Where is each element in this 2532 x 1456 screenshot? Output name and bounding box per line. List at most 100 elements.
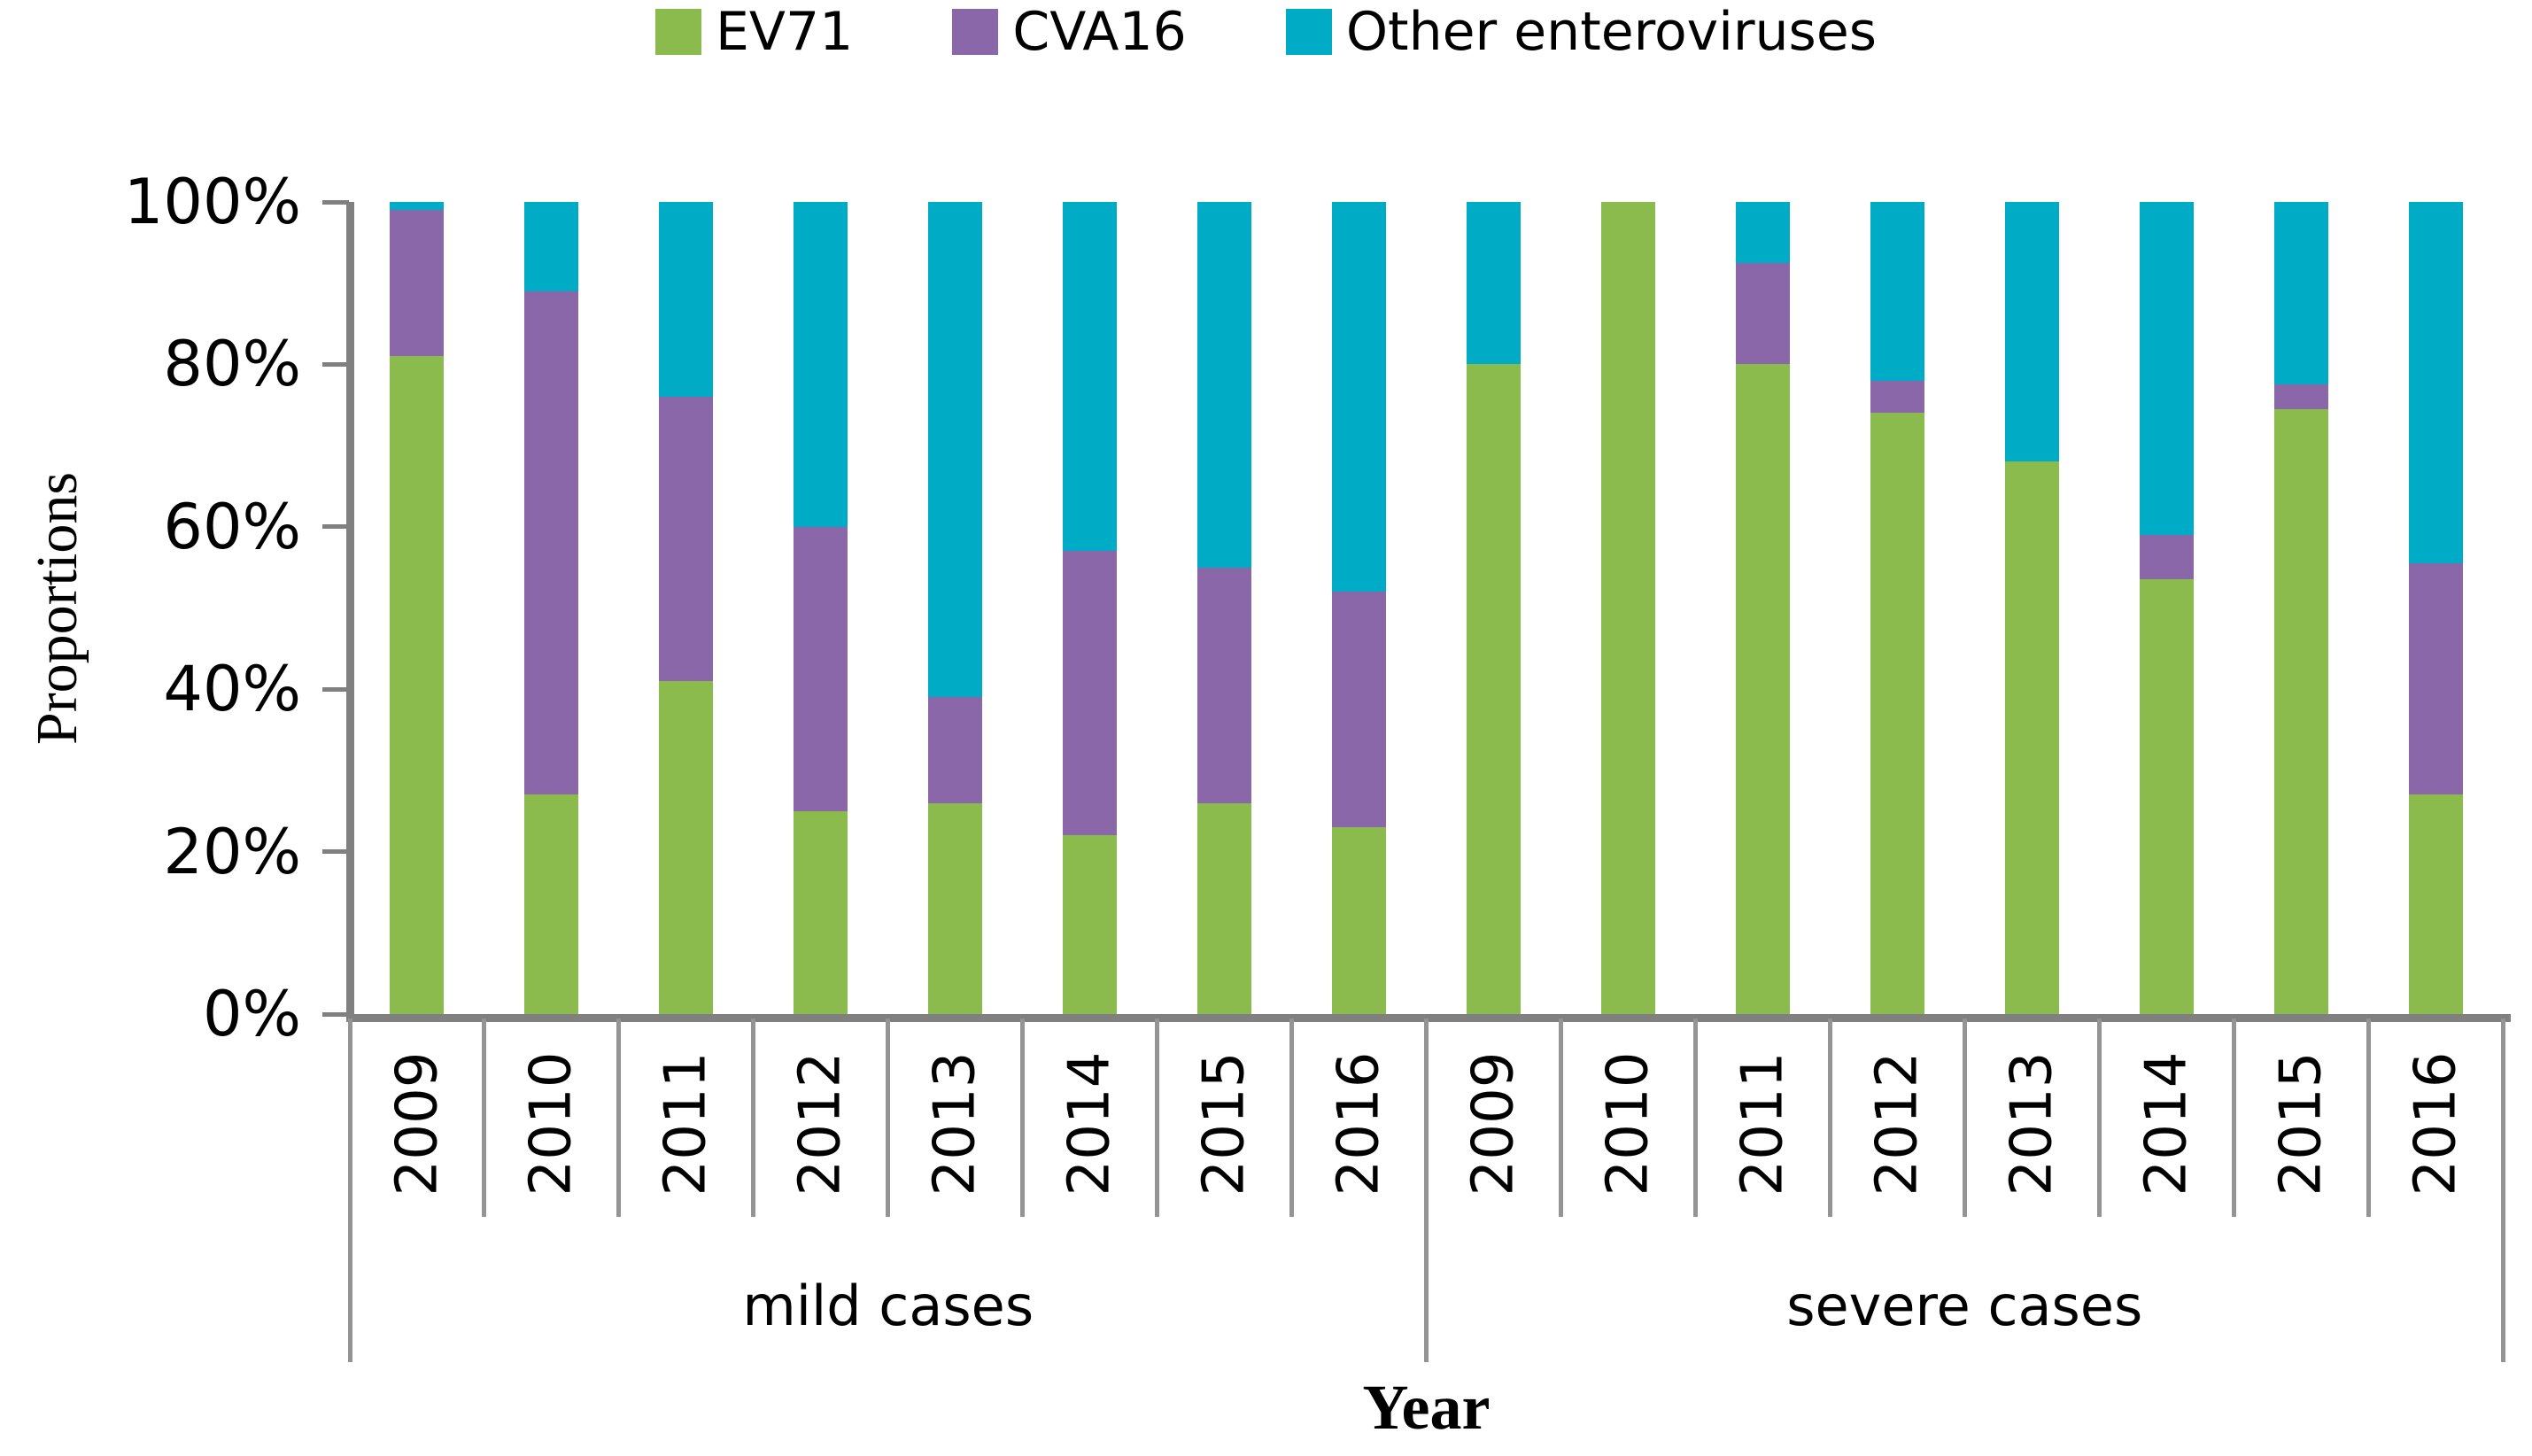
x-tick-label-text: 2015 [2268,1051,2335,1197]
bar-segment-mild-2015-cva16 [1197,567,1252,803]
legend-label: CVA16 [1012,1,1187,63]
bar-segment-severe-2016-ev71 [2408,794,2463,1014]
bar-segment-severe-2013-other-enteroviruses [2004,202,2059,462]
year-separator-line [886,1018,891,1217]
bar-segment-severe-2011-other-enteroviruses [1735,202,1790,263]
bar-segment-severe-2009-ev71 [1466,364,1521,1014]
x-tick-label-text: 2015 [1191,1051,1258,1197]
x-tick-label-text: 2012 [787,1051,854,1197]
year-separator-line [1827,1018,1832,1217]
bar-segment-mild-2012-other-enteroviruses [794,202,848,527]
bar-segment-severe-2016-cva16 [2408,563,2463,795]
group-label-severe-cases: severe cases [1786,1274,2143,1338]
x-tick-label-text: 2016 [2403,1051,2469,1197]
bar-segment-mild-2011-other-enteroviruses [659,202,714,398]
bar-segment-severe-2014-ev71 [2139,579,2194,1014]
bar-segment-mild-2009-other-enteroviruses [390,202,445,211]
bar-segment-severe-2014-other-enteroviruses [2139,202,2194,535]
group-separator-line [2500,1018,2505,1362]
year-separator-line [1692,1018,1698,1217]
x-tick-label-text: 2014 [2133,1051,2200,1197]
bar-segment-severe-2011-ev71 [1735,364,1790,1014]
bar-segment-mild-2011-ev71 [659,681,714,1014]
year-separator-line [2366,1018,2371,1217]
bar-segment-mild-2013-cva16 [928,697,983,803]
bar-segment-severe-2011-cva16 [1735,262,1790,365]
year-separator-line [2231,1018,2236,1217]
legend-item-ev71: EV71 [655,5,853,58]
x-tick-label-text: 2010 [518,1051,585,1197]
bar-segment-severe-2009-other-enteroviruses [1466,202,1521,365]
bar-segment-severe-2012-ev71 [1870,413,1924,1014]
bar-segment-severe-2014-cva16 [2139,534,2194,580]
x-axis-title: Year [1362,1372,1491,1443]
year-separator-line [1962,1018,1967,1217]
group-separator-line [347,1018,352,1362]
chart-legend: EV71 CVA16 Other enteroviruses [0,5,2532,58]
bar-segment-mild-2014-cva16 [1063,551,1118,836]
y-tick-mark [322,361,349,367]
year-separator-line [1020,1018,1026,1217]
legend-item-other-enteroviruses: Other enteroviruses [1285,1,1877,63]
x-tick-label-text: 2010 [1595,1051,1661,1197]
bar-segment-mild-2010-ev71 [524,794,579,1014]
bar-segment-mild-2009-ev71 [390,356,445,1014]
legend-swatch-icon [952,9,999,55]
bar-segment-mild-2016-ev71 [1332,827,1387,1014]
bar-segment-mild-2014-ev71 [1063,835,1118,1014]
y-tick-label: 0% [202,978,301,1050]
bar-segment-severe-2012-cva16 [1870,380,1924,414]
bar-segment-severe-2015-cva16 [2273,384,2328,409]
x-tick-label-text: 2012 [1864,1051,1931,1197]
year-separator-line [1289,1018,1295,1217]
bar-segment-mild-2015-ev71 [1197,802,1252,1014]
year-separator-line [2096,1018,2102,1217]
bar-segment-severe-2010-ev71 [1600,202,1655,1014]
x-tick-label-text: 2014 [1057,1051,1123,1197]
bar-segment-mild-2012-ev71 [794,810,848,1014]
bar-segment-mild-2014-other-enteroviruses [1063,202,1118,552]
y-tick-label: 20% [163,815,301,888]
legend-swatch-icon [1285,9,1332,55]
y-tick-mark [322,1011,349,1017]
bar-segment-mild-2012-cva16 [794,526,848,811]
year-separator-line [482,1018,487,1217]
year-separator-line [616,1018,622,1217]
x-tick-label-text: 2013 [922,1051,988,1197]
bar-segment-severe-2015-other-enteroviruses [2273,202,2328,385]
x-tick-label-text: 2011 [653,1051,719,1197]
year-separator-line [751,1018,756,1217]
y-tick-label: 80% [163,328,301,401]
bar-segment-severe-2016-other-enteroviruses [2408,202,2463,564]
bar-segment-mild-2015-other-enteroviruses [1197,202,1252,568]
legend-label: EV71 [716,1,854,63]
legend-label: Other enteroviruses [1345,1,1877,63]
bar-segment-mild-2010-other-enteroviruses [524,202,579,291]
y-tick-mark [322,849,349,855]
x-tick-label-text: 2016 [1326,1051,1392,1197]
legend-item-cva16: CVA16 [952,5,1187,58]
y-tick-label: 60% [163,490,301,563]
bar-segment-mild-2016-cva16 [1332,592,1387,828]
bar-segment-mild-2011-cva16 [659,397,714,682]
bar-segment-severe-2015-ev71 [2273,408,2328,1014]
bar-segment-mild-2013-ev71 [928,802,983,1014]
y-tick-mark [322,686,349,692]
x-tick-label-severe-2016: 2016 [2338,1033,2532,1215]
bar-segment-mild-2016-other-enteroviruses [1332,202,1387,592]
y-tick-label: 100% [123,166,301,238]
y-tick-mark [322,199,349,205]
y-tick-label: 40% [163,653,301,726]
y-tick-mark [322,524,349,530]
group-separator-line [1424,1018,1429,1362]
year-separator-line [1155,1018,1160,1217]
x-axis-line [346,1014,2511,1022]
bar-segment-severe-2013-ev71 [2004,461,2059,1014]
bar-segment-mild-2013-other-enteroviruses [928,202,983,698]
x-tick-label-text: 2011 [1730,1051,1796,1197]
group-label-mild-cases: mild cases [742,1274,1034,1338]
bar-segment-mild-2010-cva16 [524,290,579,795]
bar-segment-severe-2012-other-enteroviruses [1870,202,1924,381]
year-separator-line [1558,1018,1563,1217]
